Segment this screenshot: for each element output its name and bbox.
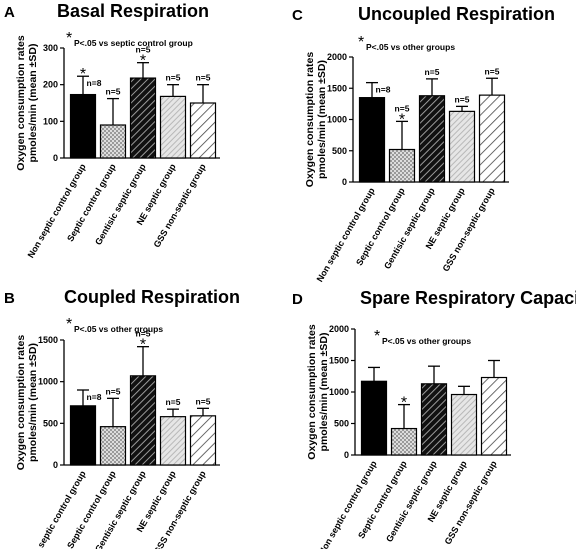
sample-size-label: n=5: [425, 67, 440, 77]
panel-C: C Uncoupled Respiration* P<.05 vs other gr…: [292, 4, 555, 284]
x-category-label: GSS non-septic group: [443, 459, 499, 547]
sample-size-label: n=5: [166, 73, 181, 83]
annotation-text: P<.05 vs other groups: [382, 336, 471, 346]
bar-C-3: [418, 95, 446, 183]
bar-D-1: [360, 380, 388, 456]
y-axis-label-line-1: Oxygen consumption rates: [15, 335, 27, 471]
bar-B-1: [69, 405, 97, 466]
y-tick-label: 100: [43, 116, 58, 126]
y-axis-label-line-1: Oxygen consumption rates: [304, 52, 316, 188]
sample-size-label: n=5: [106, 386, 121, 396]
y-axis-label-line-2: pmoles/min (mean ±SD): [27, 343, 39, 462]
significance-star: *: [401, 395, 407, 412]
y-tick-label: 500: [332, 146, 347, 156]
y-tick-label: 300: [43, 43, 58, 53]
bar-B-3: [129, 375, 157, 466]
annotation-text: P<.05 vs septic control group: [74, 38, 193, 48]
y-tick-label: 1000: [329, 387, 349, 397]
y-tick-label: 500: [43, 418, 58, 428]
y-axis-label-line-2: pmoles/min (mean ±SD): [27, 44, 39, 163]
y-tick-label: 200: [43, 80, 58, 90]
annotation-star: *: [66, 316, 72, 333]
significance-star: *: [80, 66, 86, 83]
bar-B-2: [99, 426, 127, 466]
significance-star: *: [140, 337, 146, 354]
sample-size-label: n=5: [395, 103, 410, 113]
y-tick-label: 500: [334, 419, 349, 429]
y-axis-label-line-2: pmoles/min (mean ±SD): [318, 333, 330, 452]
sample-size-label: n=8: [87, 392, 102, 402]
x-category-label: Non septic control group: [26, 162, 88, 260]
annotation-text: P<.05 vs other groups: [366, 42, 455, 52]
panel-title: Spare Respiratory Capacity: [360, 288, 576, 308]
bar-D-2: [390, 427, 418, 456]
y-tick-label: 1500: [329, 356, 349, 366]
sample-size-label: n=5: [136, 329, 151, 339]
annotation-text: P<.05 vs other groups: [74, 324, 163, 334]
sample-size-label: n=5: [196, 73, 211, 83]
y-axis-label-line-1: Oxygen consumption rates: [306, 324, 318, 460]
y-tick-label: 0: [342, 177, 347, 187]
y-axis-label-line-1: Oxygen consumption rates: [15, 35, 27, 171]
bar-A-3: [129, 77, 157, 159]
bar-A-1: [69, 93, 97, 159]
y-tick-label: 2000: [327, 52, 347, 62]
bar-D-3: [420, 383, 448, 456]
sample-size-label: n=5: [485, 66, 500, 76]
bar-D-4: [450, 393, 478, 456]
panel-letter: A: [4, 4, 15, 21]
panel-A: A Basal Respiration* P<.05 vs septic contr…: [4, 1, 220, 260]
y-tick-label: 1000: [38, 377, 58, 387]
panel-B: B Coupled Respiration* P<.05 vs other grou…: [4, 287, 240, 549]
sample-size-label: n=5: [166, 397, 181, 407]
bar-B-4: [159, 416, 187, 466]
bar-B-5: [189, 415, 217, 466]
annotation-star: *: [374, 328, 380, 345]
sample-size-label: n=5: [136, 45, 151, 55]
bar-A-5: [189, 102, 217, 159]
annotation-star: *: [66, 30, 72, 47]
y-tick-label: 0: [53, 460, 58, 470]
bar-A-2: [99, 124, 127, 159]
y-axis-label-line-2: pmoles/min (mean ±SD): [316, 60, 328, 179]
panel-D: D Spare Respiratory Capacity* P<.05 vs oth…: [292, 288, 576, 549]
x-category-label: Non septic control group: [315, 186, 377, 284]
panel-title: Basal Respiration: [57, 1, 209, 21]
sample-size-label: n=8: [376, 85, 391, 95]
bar-C-2: [388, 148, 416, 183]
annotation-star: *: [358, 34, 364, 51]
y-tick-label: 0: [344, 450, 349, 460]
y-tick-label: 1500: [327, 83, 347, 93]
x-category-label: GSS non-septic group: [441, 186, 497, 274]
sample-size-label: n=5: [106, 87, 121, 97]
significance-star: *: [140, 53, 146, 70]
y-tick-label: 0: [53, 153, 58, 163]
y-tick-label: 1500: [38, 335, 58, 345]
x-category-label: Non septic control group: [317, 459, 379, 549]
panel-letter: D: [292, 291, 303, 308]
x-category-label: GSS non-septic group: [152, 469, 208, 549]
bar-C-4: [448, 110, 476, 183]
bar-C-1: [358, 97, 386, 183]
panel-title: Coupled Respiration: [64, 287, 240, 307]
panel-letter: C: [292, 7, 303, 24]
panel-title: Uncoupled Respiration: [358, 4, 555, 24]
x-category-label: GSS non-septic group: [152, 162, 208, 250]
bar-A-4: [159, 95, 187, 159]
y-tick-label: 1000: [327, 115, 347, 125]
bar-C-5: [478, 94, 506, 183]
y-tick-label: 2000: [329, 324, 349, 334]
panels: A Basal Respiration* P<.05 vs septic contr…: [4, 1, 576, 549]
bar-D-5: [480, 376, 508, 456]
significance-star: *: [399, 111, 405, 128]
sample-size-label: n=5: [196, 396, 211, 406]
sample-size-label: n=5: [455, 94, 470, 104]
sample-size-label: n=8: [87, 78, 102, 88]
panel-letter: B: [4, 290, 15, 307]
